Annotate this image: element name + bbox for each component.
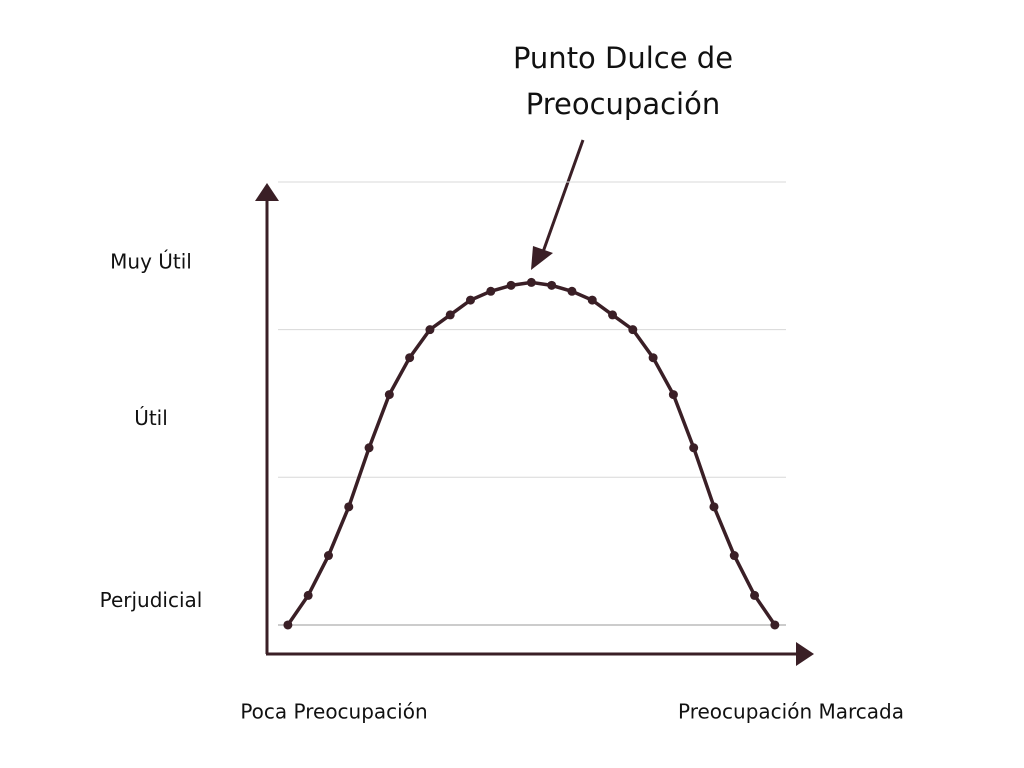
annotation-arrowhead [531,246,553,270]
point [364,443,374,453]
point [283,620,293,630]
point [405,353,415,363]
annotation-line: Preocupación [526,87,720,121]
point [608,310,618,320]
annotation-line: Punto Dulce de [513,41,733,75]
point [506,280,516,290]
point [323,551,333,561]
point [344,502,354,512]
point [729,551,739,561]
grid [278,181,786,626]
annotation-arrow [541,139,585,253]
x-axis-label: Preocupación Marcada [678,700,904,724]
point [709,502,719,512]
point [689,443,699,453]
point [384,390,394,400]
y-tick-label: Útil [134,406,168,430]
point [425,325,435,335]
curve [286,280,777,626]
x-axis-label: Poca Preocupación [240,700,427,724]
point [770,620,780,630]
point [466,295,476,305]
x-axis-arrow [796,642,814,666]
y-tick-label: Muy Útil [110,250,192,274]
point [526,277,536,287]
point [445,310,455,320]
y-tick-label: Perjudicial [100,588,203,612]
point [547,280,557,290]
point [628,325,638,335]
point [303,590,313,600]
point [750,590,760,600]
point [587,295,597,305]
point [486,286,496,296]
point [567,286,577,296]
point [668,390,678,400]
point [648,353,658,363]
y-axis-arrow [255,183,279,201]
